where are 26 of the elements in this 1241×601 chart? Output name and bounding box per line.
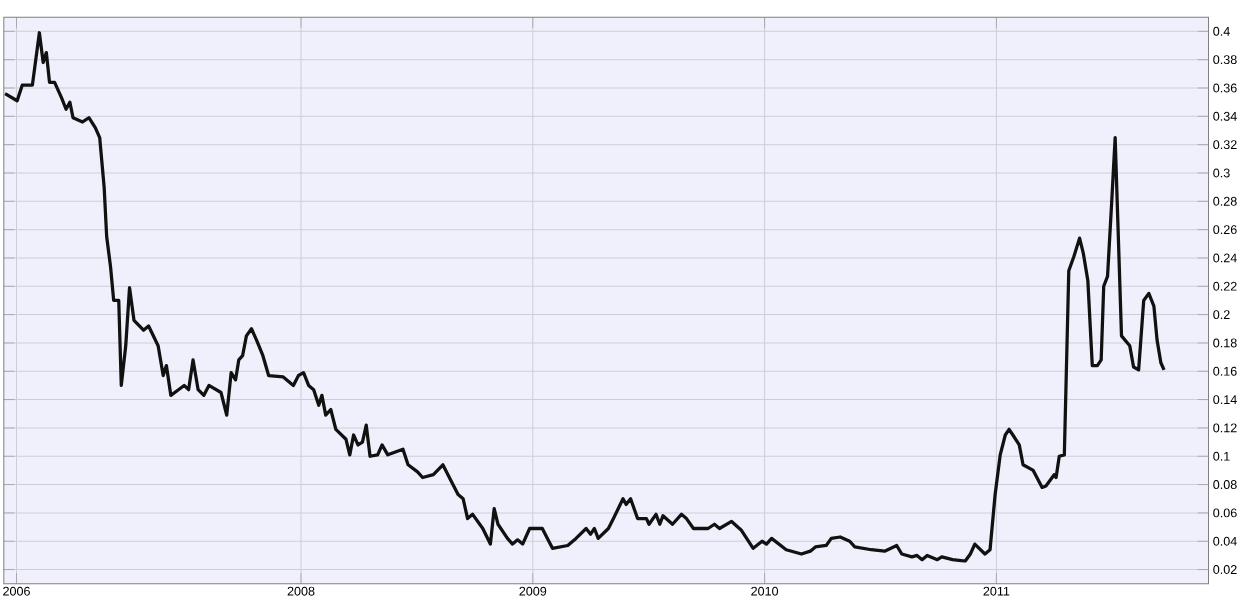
y-tick-label: 0.06: [1213, 508, 1237, 518]
y-tick-label: 0.34: [1213, 111, 1237, 121]
y-tick-label: 0.24: [1213, 253, 1237, 263]
y-tick-label: 0.22: [1213, 281, 1237, 291]
line-series: [3, 31, 1166, 563]
x-tick-label: 2008: [287, 586, 315, 596]
y-tick-label: 0.28: [1213, 196, 1237, 206]
y-tick-label: 0.38: [1213, 55, 1237, 65]
y-tick-label: 0.12: [1213, 423, 1237, 433]
y-tick-label: 0.04: [1213, 536, 1237, 546]
y-tick-label: 0.08: [1213, 480, 1237, 490]
x-tick-label: 2011: [983, 586, 1010, 596]
y-tick-label: 0.1: [1213, 451, 1230, 461]
y-tick-label: 0.3: [1213, 168, 1230, 178]
y-tick-label: 0.18: [1213, 338, 1237, 348]
x-tick-label: 2009: [519, 586, 547, 596]
x-tick-label: 2010: [751, 586, 779, 596]
y-tick-label: 0.4: [1213, 26, 1230, 36]
y-tick-label: 0.26: [1213, 225, 1237, 235]
y-tick-label: 0.02: [1213, 565, 1237, 575]
y-tick-label: 0.16: [1213, 366, 1237, 376]
y-tick-label: 0.14: [1213, 395, 1237, 405]
x-tick-label: 2006: [3, 586, 30, 596]
y-tick-label: 0.2: [1213, 310, 1230, 320]
y-tick-label: 0.36: [1213, 83, 1237, 93]
y-tick-label: 0.32: [1213, 140, 1237, 150]
